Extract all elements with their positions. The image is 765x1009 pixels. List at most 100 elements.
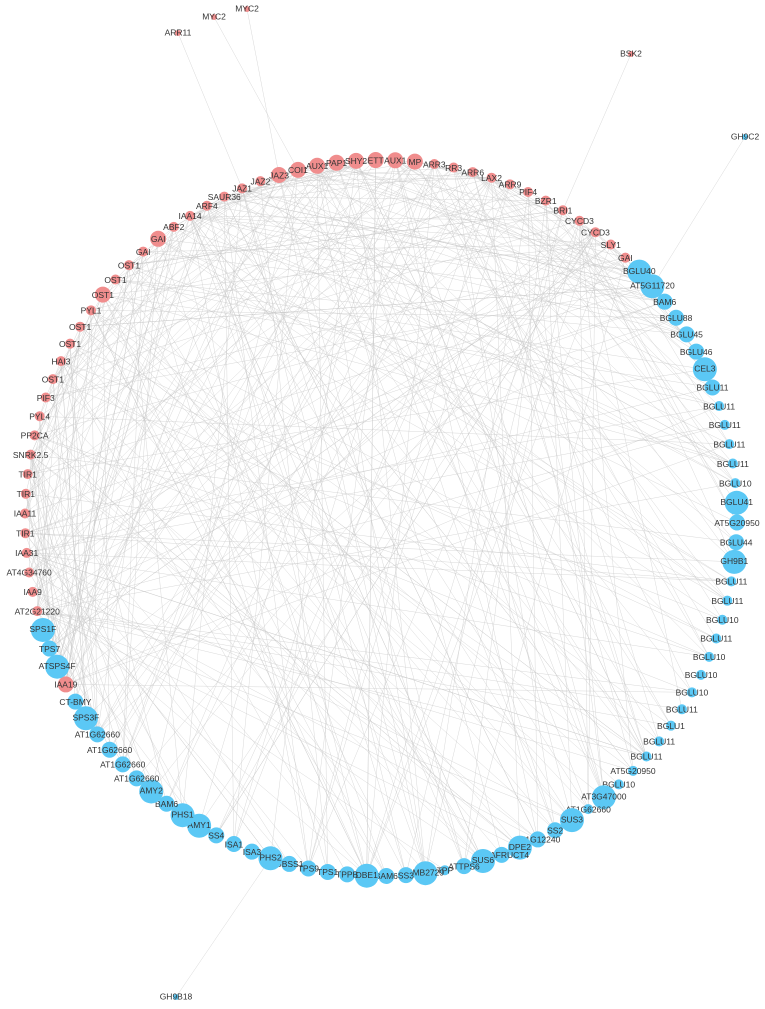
node-label: BGLU11 <box>711 596 743 606</box>
edge <box>90 310 367 876</box>
edge <box>414 161 710 658</box>
edge <box>579 220 735 562</box>
edge <box>27 286 653 475</box>
edge <box>425 191 529 874</box>
node-label: BGLU10 <box>676 688 709 698</box>
node-label: GH9B1 <box>720 556 748 566</box>
edge <box>297 160 357 171</box>
node-label: BGLU11 <box>696 383 728 393</box>
node-label: JAZ1 <box>232 184 252 194</box>
edge <box>45 397 484 862</box>
node <box>620 252 631 263</box>
node <box>628 765 639 776</box>
edge <box>24 310 92 514</box>
node-label: AT1G62660 <box>114 774 159 784</box>
edge <box>463 257 626 867</box>
edge <box>60 360 604 798</box>
edge <box>224 196 546 201</box>
edge <box>56 326 81 667</box>
node <box>309 157 326 174</box>
edge <box>425 220 580 874</box>
edge <box>545 200 605 798</box>
edge <box>24 167 454 514</box>
edge <box>579 220 589 810</box>
edge <box>32 200 546 593</box>
edge <box>37 171 473 612</box>
edge <box>297 169 556 831</box>
edge <box>434 163 605 798</box>
edge <box>28 167 454 573</box>
node-label: AT5G20950 <box>714 518 759 528</box>
edge <box>308 177 492 869</box>
node <box>722 595 733 606</box>
node-label: BGLU1 <box>657 721 685 731</box>
edge <box>80 286 653 327</box>
node-label: ARR9 <box>499 180 522 190</box>
node-label: EMB2729 <box>407 867 445 877</box>
edge <box>150 169 299 792</box>
edge <box>527 191 538 840</box>
node-label: SUS3 <box>561 814 583 824</box>
edge <box>122 160 357 765</box>
edge <box>260 167 454 182</box>
node <box>55 356 66 367</box>
node-label: BGLU10 <box>685 670 718 680</box>
edge <box>39 416 58 667</box>
edge <box>90 191 529 311</box>
edge <box>216 210 564 836</box>
node <box>243 843 260 860</box>
node <box>717 614 728 625</box>
node <box>590 227 601 238</box>
node <box>557 205 568 216</box>
edge <box>39 416 50 649</box>
node <box>470 848 495 873</box>
edge <box>39 416 538 840</box>
node-label: GAI <box>151 234 166 244</box>
edge <box>37 610 200 826</box>
edge <box>527 191 605 798</box>
node <box>114 756 131 773</box>
node-label: MP <box>408 157 421 167</box>
edge <box>25 301 665 534</box>
node <box>529 831 546 848</box>
edge <box>122 162 337 765</box>
node-label: CT-BMY <box>59 697 91 707</box>
edge <box>29 572 538 840</box>
nodes: AUX1 MP ARR3 RR3 ARR6LAX2ARR9PIF4BZR1BRI1CYC… <box>7 3 760 1001</box>
node-label: BGLU10 <box>602 780 635 790</box>
node-label: MYC2 <box>202 11 226 21</box>
edge <box>224 161 415 197</box>
edge <box>32 591 367 876</box>
edge <box>45 174 280 398</box>
node <box>101 741 118 758</box>
node-label: BGLU41 <box>720 497 753 507</box>
node-label: SAUR36 <box>208 192 241 202</box>
edge <box>395 160 697 352</box>
edge <box>166 171 473 804</box>
node-label: TPPB <box>336 870 359 880</box>
node <box>21 547 32 558</box>
edge <box>278 174 426 874</box>
edge <box>224 196 235 845</box>
edge <box>24 513 200 826</box>
node-label: AT3G47000 <box>581 791 626 801</box>
node-label: AT1G12240 <box>515 835 560 845</box>
node-label: ARF4 <box>196 201 218 211</box>
node <box>641 751 652 762</box>
node-label: IAA14 <box>178 211 201 221</box>
edge <box>316 165 735 563</box>
edge <box>128 265 484 862</box>
edge <box>270 160 357 859</box>
edge <box>278 174 647 757</box>
node-label: BGLU11 <box>709 420 741 430</box>
edge <box>355 160 647 757</box>
edge <box>316 165 672 726</box>
node <box>354 863 379 888</box>
node <box>75 321 86 332</box>
edge <box>158 238 738 523</box>
edge <box>136 232 596 779</box>
node <box>150 230 167 247</box>
node <box>34 411 45 422</box>
node <box>367 152 384 169</box>
node <box>728 514 745 531</box>
